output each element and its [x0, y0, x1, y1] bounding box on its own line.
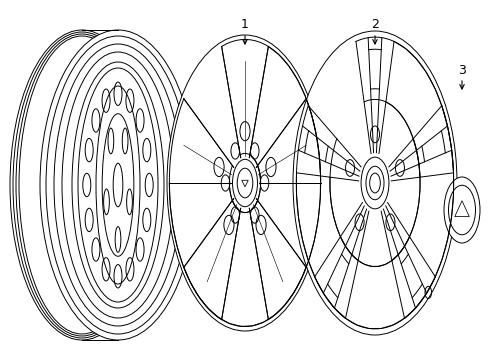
Ellipse shape: [40, 30, 196, 340]
Ellipse shape: [360, 157, 388, 209]
Ellipse shape: [443, 177, 479, 243]
Text: 1: 1: [241, 18, 248, 31]
Polygon shape: [250, 100, 318, 317]
Text: 2: 2: [370, 18, 378, 31]
Ellipse shape: [292, 31, 456, 335]
Polygon shape: [170, 49, 318, 323]
Polygon shape: [222, 42, 319, 183]
Polygon shape: [171, 100, 239, 317]
Polygon shape: [380, 105, 453, 320]
Polygon shape: [355, 36, 453, 181]
Text: 3: 3: [457, 63, 465, 77]
Polygon shape: [295, 105, 369, 320]
Polygon shape: [184, 202, 305, 323]
Polygon shape: [313, 201, 435, 330]
Polygon shape: [295, 40, 454, 330]
Ellipse shape: [167, 35, 323, 331]
Ellipse shape: [232, 159, 257, 207]
